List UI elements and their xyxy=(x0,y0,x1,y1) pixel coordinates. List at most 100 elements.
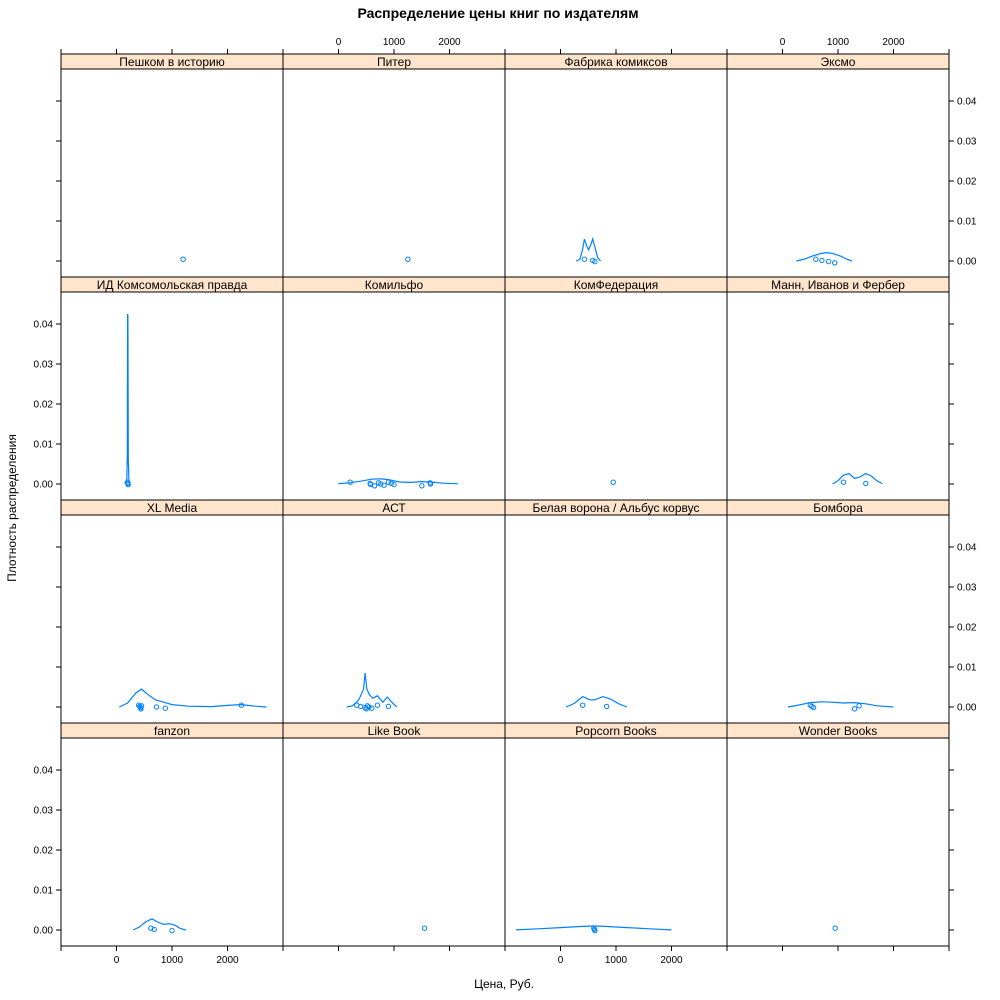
panel-strip-label: fanzon xyxy=(154,724,190,738)
panels-layer: Пешком в историю Питер Фабрика комиксов Экс… xyxy=(34,37,977,966)
y-tick-label: 0.00 xyxy=(34,480,54,491)
panel-frame xyxy=(60,276,284,501)
y-tick-label: 0.02 xyxy=(957,177,977,188)
y-tick-label: 0.04 xyxy=(34,320,54,331)
data-point xyxy=(419,483,425,489)
x-tick-label: 2000 xyxy=(438,37,461,48)
data-point xyxy=(347,479,353,485)
y-axis: 0.00 0.01 0.02 0.03 0.04 xyxy=(949,543,977,714)
density-curve xyxy=(832,472,883,485)
panel-strip-label: Фабрика комиксов xyxy=(564,55,667,69)
data-point xyxy=(238,702,245,708)
panel-strip xyxy=(726,276,950,293)
data-point xyxy=(405,256,411,262)
panel: fanzon xyxy=(60,722,284,947)
data-point xyxy=(391,481,397,488)
panel-strip-label: XL Media xyxy=(147,501,198,515)
x-axis-label: Цена, Руб. xyxy=(474,977,534,991)
density-curve xyxy=(132,918,187,931)
data-point xyxy=(610,479,616,485)
x-axis xyxy=(726,946,950,951)
y-tick-label: 0.01 xyxy=(957,217,977,228)
y-tick-label: 0.04 xyxy=(957,97,977,108)
panel-strip-label: Бомбора xyxy=(813,501,863,515)
y-tick-label: 0.03 xyxy=(34,360,54,371)
data-point xyxy=(856,703,862,709)
panel: Манн, Иванов и Фербер xyxy=(726,276,950,501)
panel-frame xyxy=(282,722,506,947)
density-curve xyxy=(575,236,601,262)
x-tick-label: 2000 xyxy=(882,37,905,48)
y-tick-label: 0.04 xyxy=(957,543,977,554)
data-point xyxy=(832,925,838,931)
panel-frame xyxy=(504,276,728,501)
panel: КомФедерация xyxy=(504,276,728,501)
data-point xyxy=(825,258,832,265)
data-point xyxy=(388,480,394,487)
data-point xyxy=(125,481,131,488)
panel: Фабрика комиксов xyxy=(504,53,728,278)
x-axis xyxy=(504,49,728,54)
y-axis xyxy=(56,100,61,262)
x-tick-label: 0 xyxy=(114,955,120,966)
panel-strip-label: Wonder Books xyxy=(799,724,878,738)
density-curve xyxy=(787,701,894,708)
y-tick-label: 0.04 xyxy=(34,766,54,777)
x-axis: 0 1000 2000 xyxy=(504,946,728,966)
data-point xyxy=(863,480,869,487)
data-point xyxy=(832,260,838,266)
y-tick-label: 0.00 xyxy=(957,703,977,714)
data-point xyxy=(366,704,372,710)
panel-strip-label: Like Book xyxy=(368,724,422,738)
panel-frame xyxy=(282,53,506,278)
data-point xyxy=(138,703,145,709)
y-axis: 0.00 0.01 0.02 0.03 0.04 xyxy=(34,766,61,937)
panel-strip-label: Пешком в историю xyxy=(119,55,224,69)
data-point xyxy=(374,702,381,708)
panel-strip-label: Комильфо xyxy=(365,278,424,292)
density-curve xyxy=(119,688,267,708)
y-tick-label: 0.00 xyxy=(34,926,54,937)
panel: Бомбора xyxy=(726,499,950,724)
panel: XL Media xyxy=(60,499,284,724)
data-point xyxy=(580,702,586,708)
data-point xyxy=(840,479,847,485)
y-axis xyxy=(949,769,954,931)
y-tick-label: 0.03 xyxy=(34,806,54,817)
panel: Popcorn Books xyxy=(504,722,728,947)
data-point xyxy=(385,703,392,710)
data-point xyxy=(427,481,434,487)
x-axis: 0 1000 2000 xyxy=(282,37,506,54)
y-tick-label: 0.01 xyxy=(34,886,54,897)
x-tick-label: 2000 xyxy=(216,955,239,966)
chart-title: Распределение цены книг по издателям xyxy=(357,5,638,21)
x-axis xyxy=(60,49,284,54)
density-curve xyxy=(124,313,131,485)
y-tick-label: 0.01 xyxy=(957,663,977,674)
panel-frame xyxy=(726,276,950,501)
data-point xyxy=(851,706,858,712)
panel-frame xyxy=(726,722,950,947)
panel: Белая ворона / Альбус корвус xyxy=(504,499,728,724)
panel-frame xyxy=(282,276,506,501)
panel-frame xyxy=(282,499,506,724)
panel: АСТ xyxy=(282,499,506,724)
y-tick-label: 0.00 xyxy=(957,257,977,268)
data-point xyxy=(381,482,387,488)
y-tick-label: 0.02 xyxy=(34,400,54,411)
panel-frame xyxy=(504,53,728,278)
y-tick-label: 0.01 xyxy=(34,440,54,451)
y-tick-label: 0.03 xyxy=(957,583,977,594)
data-point xyxy=(592,258,598,265)
data-point xyxy=(581,256,588,262)
panel-strip-label: Эксмо xyxy=(821,55,856,69)
y-tick-label: 0.02 xyxy=(957,623,977,634)
panel-strip-label: Питер xyxy=(377,55,411,69)
data-point xyxy=(162,705,169,711)
density-curve xyxy=(516,925,672,931)
density-curve xyxy=(346,672,398,708)
panel-strip-label: КомФедерация xyxy=(574,278,659,292)
data-point xyxy=(148,925,154,931)
data-point xyxy=(378,481,384,487)
data-point xyxy=(138,706,144,712)
